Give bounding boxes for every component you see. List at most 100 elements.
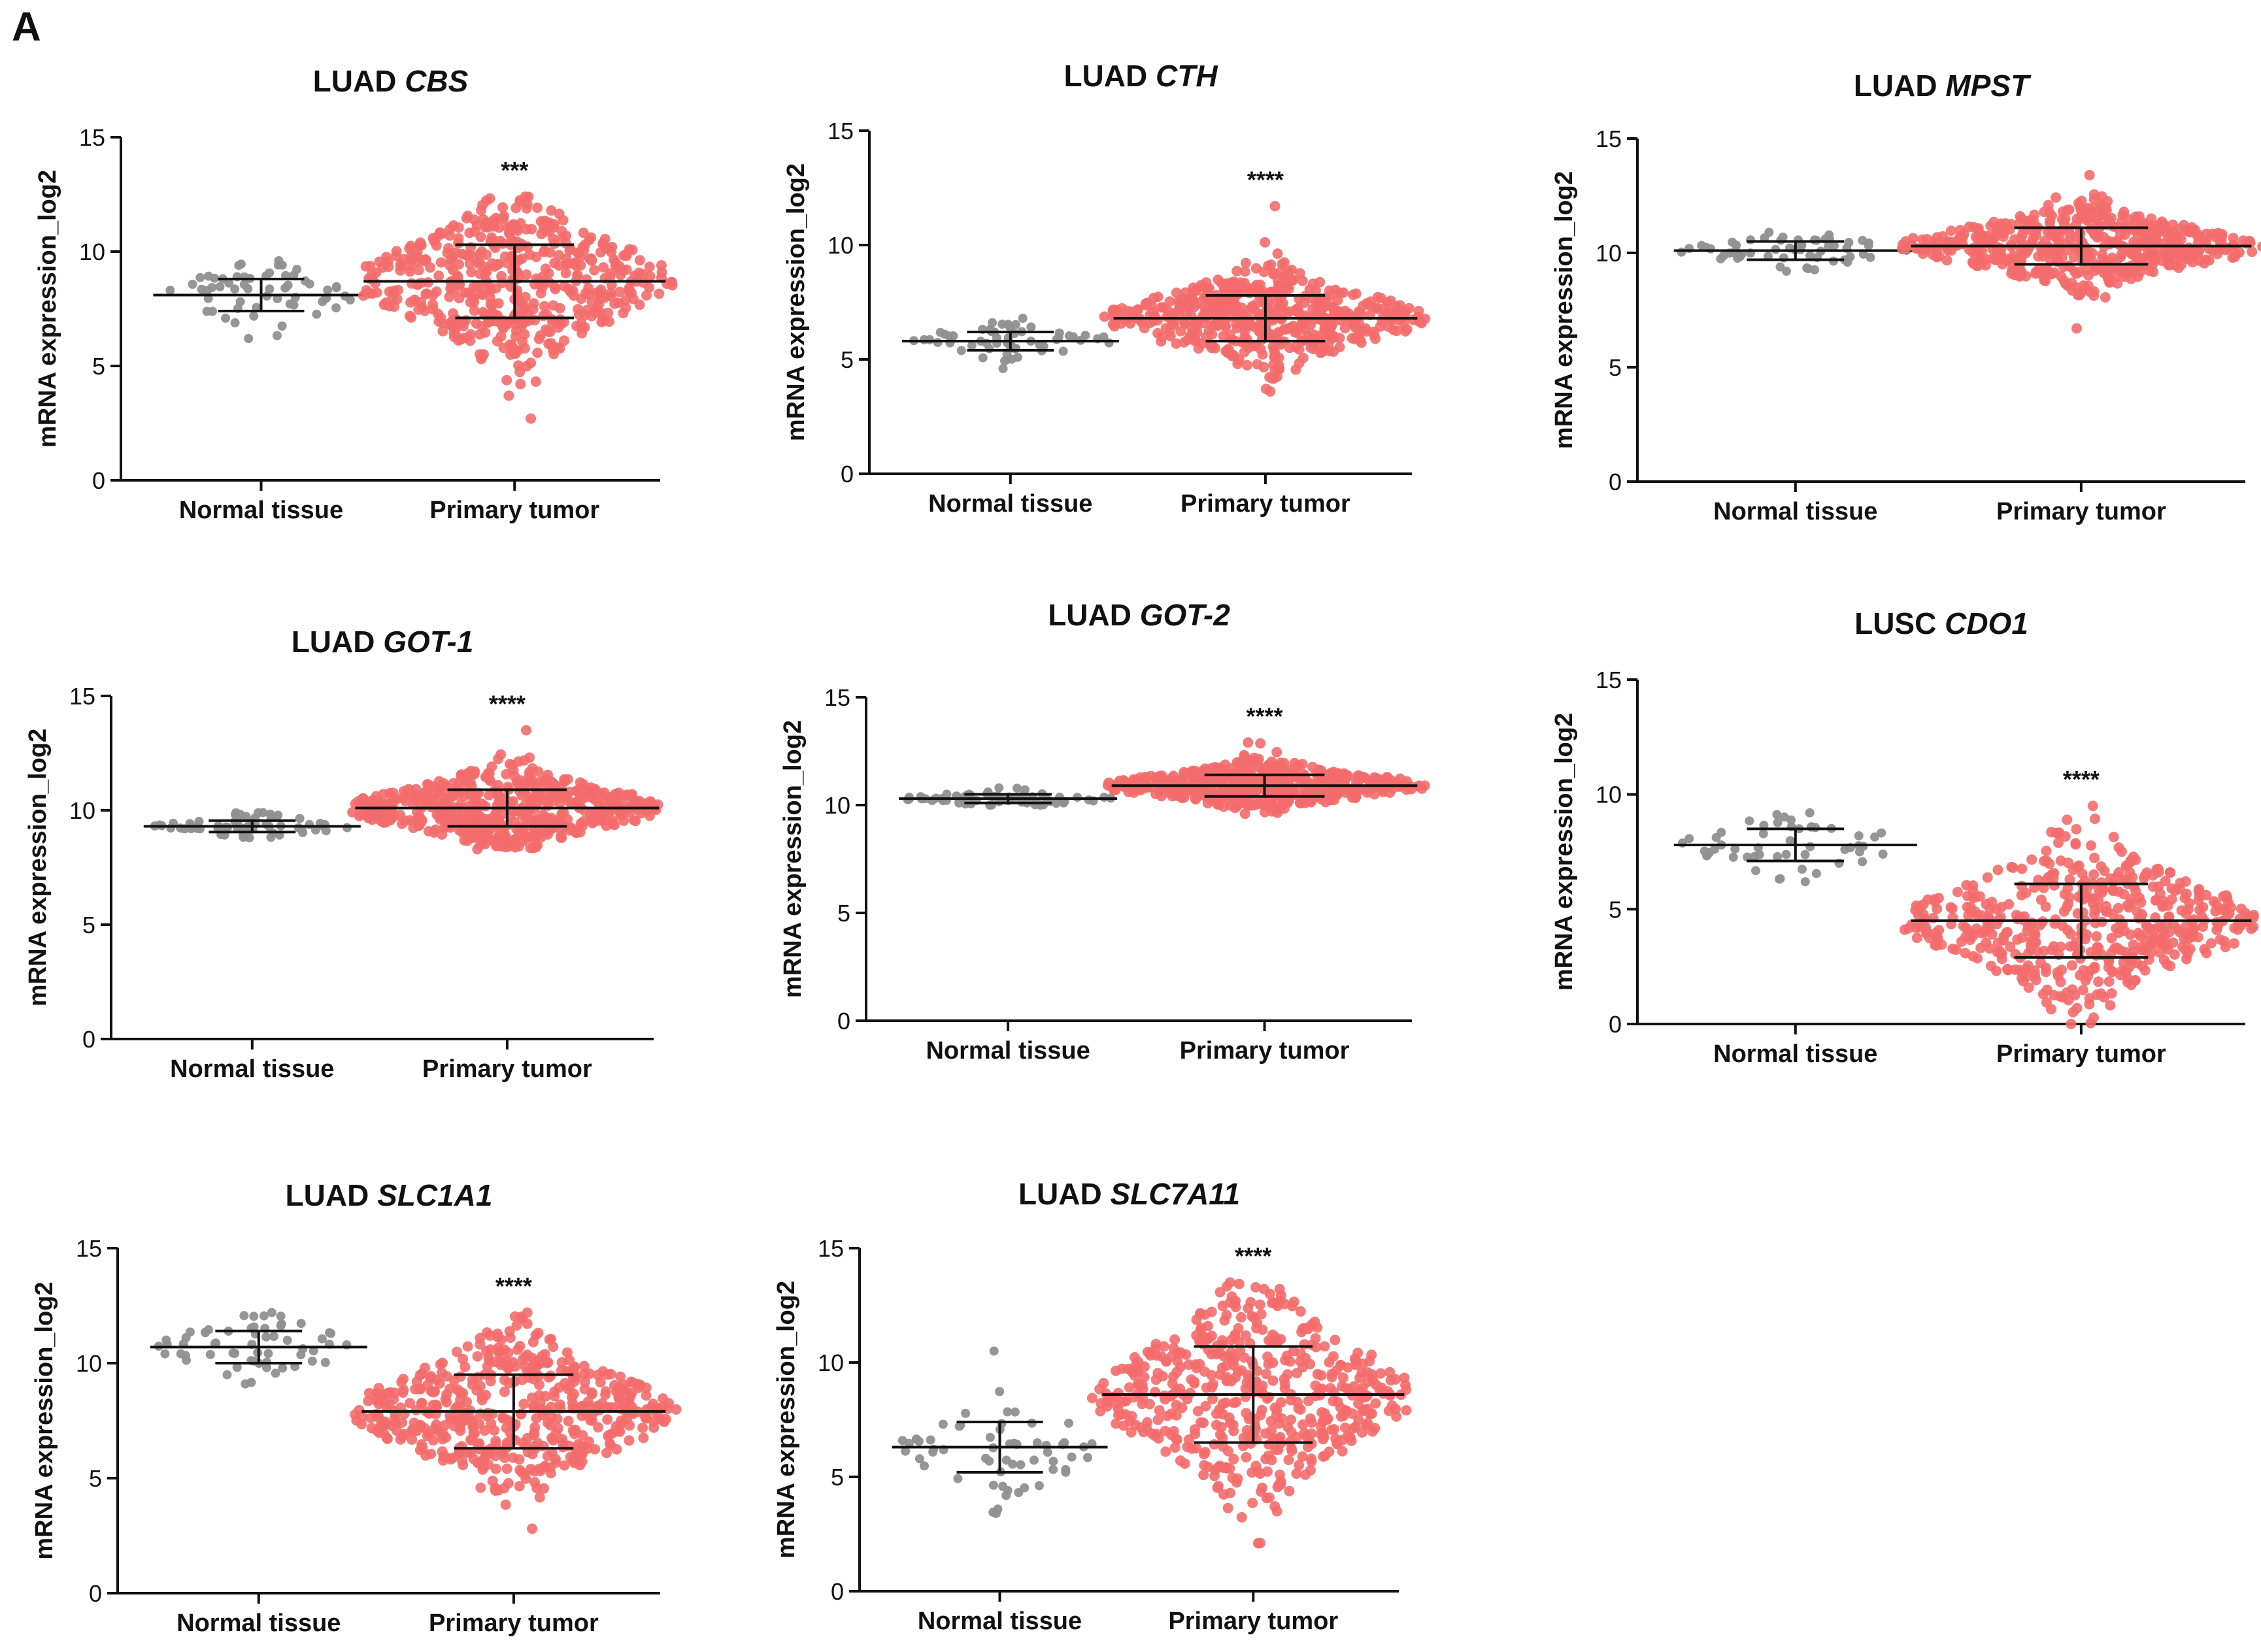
data-point [1931,940,1942,951]
data-point [1191,1443,1201,1454]
data-point [2086,840,2096,851]
data-point [543,326,554,337]
data-point [1220,346,1231,357]
data-point [2201,889,2212,900]
data-point [2097,249,2108,260]
data-point [2169,231,2181,242]
data-point [1339,323,1350,334]
data-point [2064,892,2075,903]
data-point [1258,267,1269,278]
data-point [1366,1369,1377,1380]
data-point [2181,953,2192,965]
data-point [499,1344,510,1355]
data-point [583,283,594,293]
data-point [518,1438,529,1448]
data-point [1126,306,1137,318]
data-point [469,305,480,316]
data-point [1322,789,1333,801]
data-point [508,765,519,776]
data-point [1228,1360,1239,1371]
data-point [1048,1457,1058,1466]
data-point [637,269,648,280]
data-point [2086,248,2098,259]
data-point [558,215,569,225]
data-point [1211,775,1221,786]
data-point [2143,239,2154,250]
data-point [576,293,586,305]
data-point [2106,966,2117,977]
data-point [2020,887,2032,899]
y-tick-label: 5 [837,900,850,927]
data-point [1276,1397,1286,1408]
data-point [443,242,454,254]
data-point [1286,1300,1298,1312]
data-point [2134,220,2145,231]
data-point [1256,1486,1266,1497]
data-point [552,1413,563,1425]
data-point [1222,1446,1233,1457]
data-point [1337,1372,1348,1383]
data-point [1175,325,1186,337]
data-point [239,1311,249,1321]
data-point [1249,322,1260,333]
data-point [671,1404,682,1415]
data-point [598,262,609,273]
data-point [548,344,558,355]
data-point [410,816,421,827]
data-point [1952,887,1963,897]
data-point [389,1387,400,1398]
data-point [1844,238,1854,247]
data-point [2176,905,2187,916]
data-point [1758,829,1768,838]
data-point [1199,1309,1211,1320]
y-tick-label: 0 [837,1008,850,1034]
data-point [1941,255,1952,266]
data-point [1255,1538,1265,1549]
x-tick-label: Primary tumor [1996,498,2166,525]
data-point [2065,929,2076,940]
data-point [1179,1458,1190,1469]
data-point [451,319,461,330]
chart-title-prefix: LUAD [1064,59,1156,93]
data-point [1013,784,1022,793]
data-point [533,766,544,777]
y-tick-label: 5 [92,353,105,380]
data-point [1068,332,1078,342]
data-point [2040,966,2051,978]
data-point [404,260,414,271]
y-tick-label: 5 [841,346,854,373]
data-point [1156,336,1167,347]
data-point [537,282,548,293]
data-point [514,1454,525,1465]
data-point [641,1390,652,1401]
significance-label: **** [495,1273,532,1300]
data-point [504,227,515,239]
data-point [1243,340,1254,351]
y-tick-label: 10 [818,1349,844,1376]
data-point [1030,800,1040,810]
data-point [448,327,460,339]
data-point [374,256,385,267]
data-point [1382,297,1393,308]
data-point [2146,213,2157,224]
data-point [1016,1460,1026,1470]
data-point [1700,846,1709,856]
data-point [2153,867,2164,878]
data-point [469,766,480,777]
data-point [239,833,248,842]
data-point [490,1463,501,1474]
data-point [243,284,253,293]
data-point [234,261,244,271]
chart-title: LUAD SLC1A1 [286,1178,493,1212]
data-point [521,203,532,214]
data-point [398,1374,409,1385]
data-point [1152,1414,1164,1425]
data-point [1190,1359,1201,1370]
data-point [1236,761,1247,772]
data-point [2016,266,2027,277]
data-point [1264,372,1275,383]
data-point [497,202,509,213]
data-point [1001,1455,1011,1465]
data-point [1247,301,1258,312]
